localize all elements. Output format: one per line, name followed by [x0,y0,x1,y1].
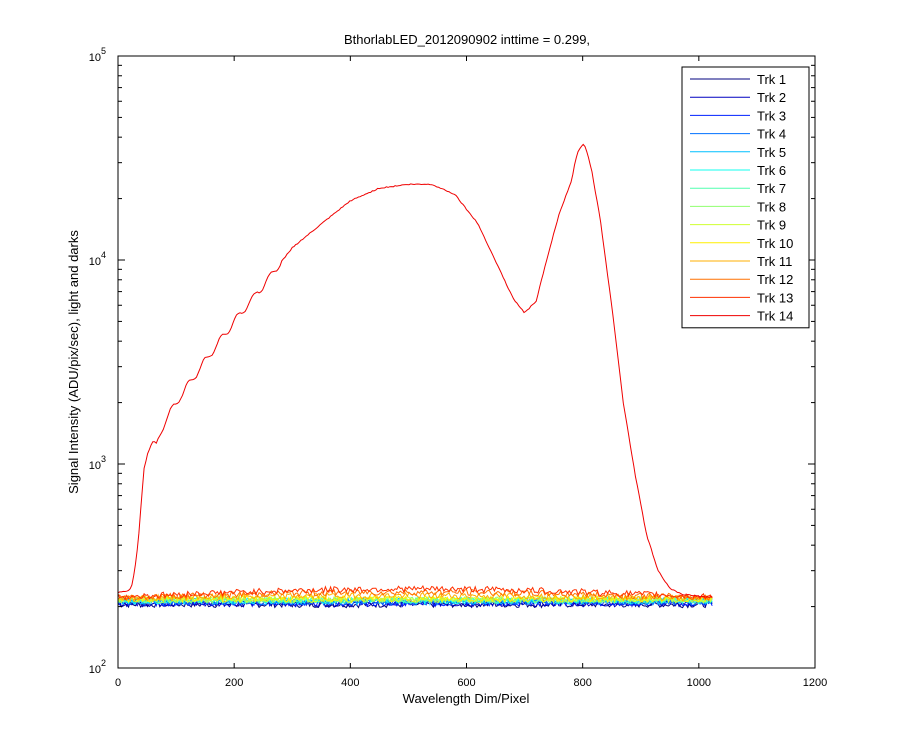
series-line [117,143,713,598]
legend-entry-label: Trk 4 [757,127,786,142]
series-line [117,588,713,602]
x-tick-label: 800 [573,677,591,689]
x-tick-label: 200 [225,677,243,689]
y-tick-label: 104 [89,250,106,268]
x-axis-label: Wavelength Dim/Pixel [403,691,530,706]
legend-entry-label: Trk 3 [757,108,786,123]
legend-entry-label: Trk 10 [757,236,793,251]
legend-entry-label: Trk 11 [757,254,792,269]
legend-box [681,66,810,329]
legend-entry-label: Trk 14 [757,309,793,324]
legend-entry-label: Trk 7 [757,181,786,196]
legend-entry-label: Trk 1 [757,72,786,87]
y-tick-exponent: 5 [101,46,106,56]
y-tick-label: 102 [89,658,106,676]
y-tick-exponent: 4 [101,250,106,260]
legend-entry-label: Trk 5 [757,145,786,160]
y-axis-label: Signal Intensity (ADU/pix/sec), light an… [66,230,81,494]
y-tick-base: 10 [89,52,101,64]
y-tick-exponent: 3 [101,454,106,464]
legend-entry-label: Trk 9 [757,218,786,233]
y-tick-base: 10 [89,256,101,268]
x-axis: 0 200 400 600 800 1000 1200 [115,56,827,689]
legend-entry-label: Trk 2 [757,90,786,105]
x-tick-label: 0 [115,677,121,689]
y-tick-base: 10 [89,664,101,676]
legend-entry-label: Trk 8 [757,199,786,214]
legend: Trk 1 Trk 2 Trk 3 Trk 4 Trk 5 Trk 6 Trk 7 Trk 8… [681,66,810,329]
x-tick-label: 1200 [803,677,827,689]
series-line [117,584,713,601]
x-tick-label: 400 [341,677,359,689]
plot-lines [117,143,713,609]
x-tick-label: 1000 [687,677,711,689]
x-tick-label: 600 [457,677,475,689]
legend-entry-label: Trk 12 [757,272,793,287]
y-tick-exponent: 2 [101,658,106,668]
legend-entry-label: Trk 6 [757,163,786,178]
y-tick-base: 10 [89,460,101,472]
series-line [117,594,713,604]
y-tick-label: 103 [89,454,106,472]
y-tick-label: 105 [89,46,106,64]
chart-title: BthorlabLED_2012090902 inttime = 0.299, [344,32,590,47]
legend-entry-label: Trk 13 [757,290,793,305]
